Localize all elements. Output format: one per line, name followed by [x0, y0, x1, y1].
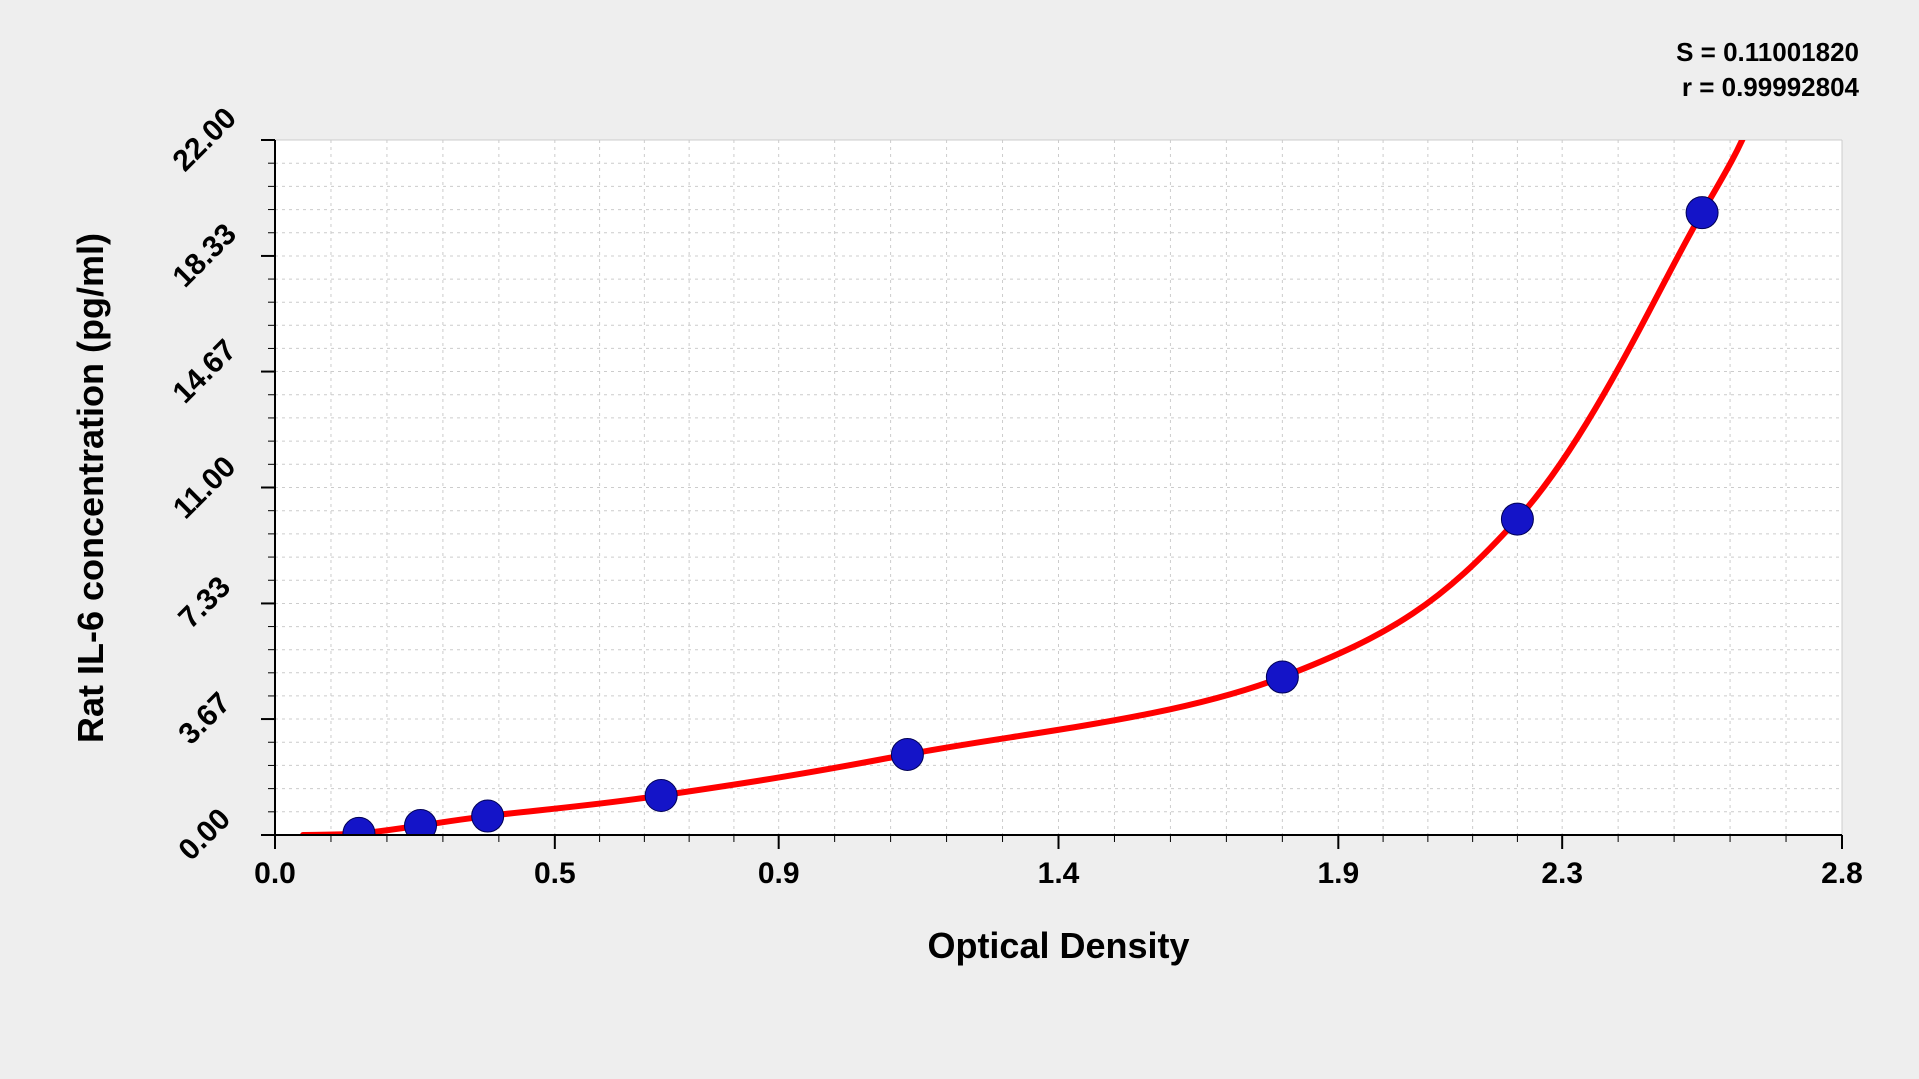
fit-statistics: S = 0.11001820 r = 0.99992804 — [1676, 35, 1859, 105]
y-axis-label: Rat IL-6 concentration (pg/ml) — [70, 138, 112, 838]
chart-svg — [0, 0, 1919, 1079]
stat-s: S = 0.11001820 — [1676, 35, 1859, 70]
standard-curve-chart: S = 0.11001820 r = 0.99992804 Optical De… — [0, 0, 1919, 1079]
x-tick-label: 0.5 — [534, 857, 576, 891]
x-tick-label: 2.3 — [1541, 857, 1583, 891]
x-axis-label: Optical Density — [859, 925, 1259, 967]
x-tick-label: 2.8 — [1821, 857, 1863, 891]
x-tick-label: 0.0 — [254, 857, 296, 891]
stat-r: r = 0.99992804 — [1676, 70, 1859, 105]
x-tick-label: 0.9 — [758, 857, 800, 891]
x-tick-label: 1.9 — [1317, 857, 1359, 891]
x-tick-label: 1.4 — [1038, 857, 1080, 891]
